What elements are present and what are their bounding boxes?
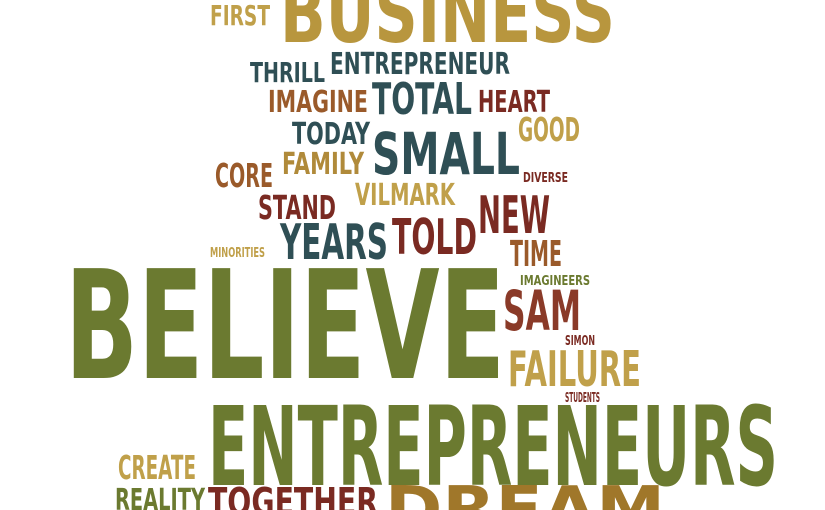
word: ENTREPRENEURS xyxy=(208,383,778,510)
word: REALITY xyxy=(115,483,206,510)
word: DIVERSE xyxy=(523,170,568,186)
word: TIME xyxy=(510,234,562,275)
word: FIRST xyxy=(210,1,270,32)
word: BUSINESS xyxy=(280,0,615,62)
word: STUDENTS xyxy=(565,390,600,406)
word: CREATE xyxy=(118,448,196,487)
word: TOTAL xyxy=(372,74,472,125)
word: SIMON xyxy=(565,333,595,349)
word: HEART xyxy=(478,85,550,120)
word: ENTREPRENEUR xyxy=(330,47,510,82)
word: TOLD xyxy=(392,208,477,266)
word: SAM xyxy=(503,279,581,343)
word: SMALL xyxy=(372,121,520,188)
word: IMAGINEERS xyxy=(520,273,590,289)
word: STAND xyxy=(258,188,336,227)
word: CORE xyxy=(215,156,273,195)
word: IMAGINE xyxy=(268,85,368,120)
word: TOGETHER xyxy=(208,480,378,510)
word: NEW xyxy=(478,186,550,246)
word: GOOD xyxy=(518,110,580,149)
word: VILMARK xyxy=(355,178,456,213)
word: BELIEVE xyxy=(65,238,505,414)
word: FAMILY xyxy=(282,147,365,182)
word: MINORITIES xyxy=(210,245,265,261)
word: TODAY xyxy=(292,117,371,152)
word: FAILURE xyxy=(508,340,641,398)
word: DREAM xyxy=(385,473,665,510)
word: THRILL xyxy=(250,58,325,89)
word: YEARS xyxy=(279,213,388,271)
